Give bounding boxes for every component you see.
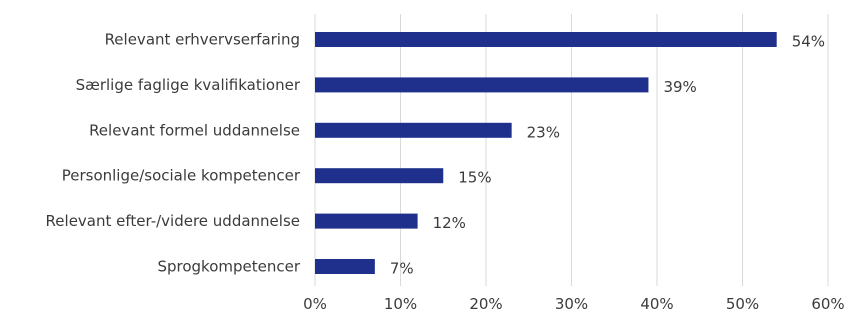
x-tick-label: 50% <box>726 295 759 313</box>
bar <box>315 259 375 274</box>
data-label: 15% <box>458 169 491 187</box>
bar <box>315 32 777 47</box>
data-label: 23% <box>527 123 560 141</box>
tick-layer: 0% 10% 20% 30% 40% 50% 60% <box>303 295 845 313</box>
data-label: 7% <box>390 260 414 278</box>
x-tick-label: 60% <box>811 295 844 313</box>
x-tick-label: 20% <box>469 295 502 313</box>
x-tick-label: 30% <box>555 295 588 313</box>
x-tick-label: 10% <box>384 295 417 313</box>
bar <box>315 168 444 184</box>
category-label: Særlige faglige kvalifikationer <box>76 76 301 94</box>
category-label: Relevant efter-/videre uddannelse <box>46 212 300 230</box>
x-tick-label: 40% <box>640 295 673 313</box>
data-label: 39% <box>663 78 696 96</box>
bar <box>315 122 512 138</box>
data-label: 54% <box>792 33 825 51</box>
category-label: Relevant erhvervserfaring <box>105 31 300 49</box>
bar <box>315 77 649 93</box>
label-layer: Relevant erhvervserfaring 54% Særlige fagl… <box>46 31 825 278</box>
grid-layer <box>314 14 829 286</box>
x-tick-label: 0% <box>303 295 327 313</box>
bar <box>315 213 418 229</box>
category-label: Relevant formel uddannelse <box>89 121 300 139</box>
bar-layer <box>315 32 777 274</box>
chart-title <box>0 0 846 11</box>
category-label: Sprogkompetencer <box>157 258 300 276</box>
data-label: 12% <box>433 214 466 232</box>
category-label: Personlige/sociale kompetencer <box>62 167 301 185</box>
